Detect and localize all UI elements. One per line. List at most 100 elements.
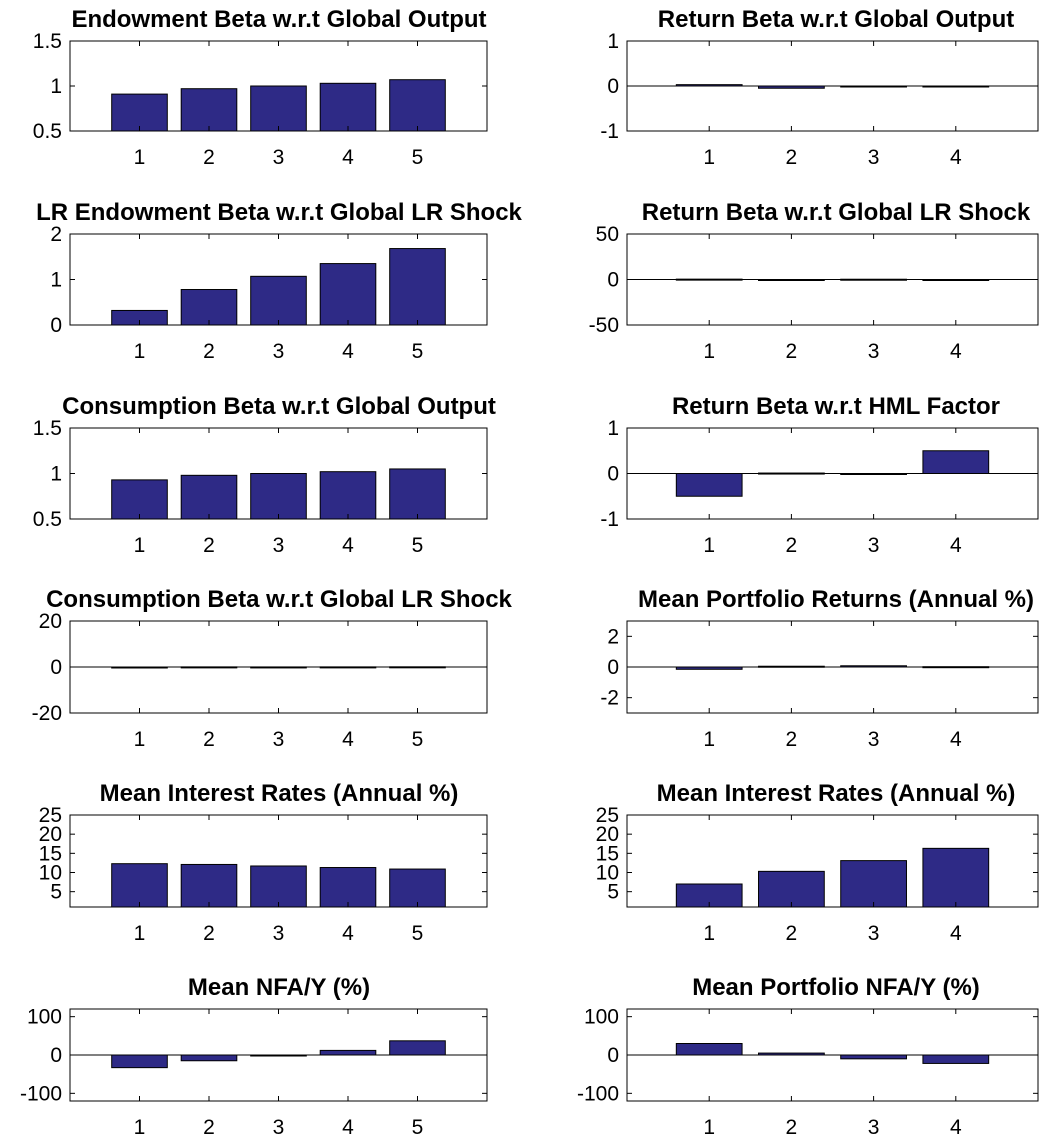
ytick-label: 1 [607, 417, 619, 440]
xtick-label: 5 [412, 1116, 424, 1139]
bar-4 [319, 867, 377, 908]
ytick-label: 100 [27, 1006, 62, 1029]
chart-title: Endowment Beta w.r.t Global Output [71, 6, 486, 33]
xtick-label: 5 [412, 534, 424, 557]
xtick-label: 3 [273, 728, 285, 751]
ytick-label: 50 [596, 223, 619, 246]
ytick-label: 25 [596, 804, 619, 827]
ytick-label: 1 [50, 269, 62, 292]
xtick-label: 2 [786, 534, 798, 557]
xtick-label: 4 [342, 1116, 354, 1139]
ytick-label: 2 [607, 625, 619, 648]
chart-title: LR Endowment Beta w.r.t Global LR Shock [36, 199, 522, 226]
xtick-label: 1 [703, 1116, 715, 1139]
bar-3 [840, 860, 907, 908]
bar-4 [922, 847, 990, 908]
xtick-label: 2 [203, 1116, 215, 1139]
panel-7: Consumption Beta w.r.t Global LR Shock -2… [32, 586, 513, 751]
bar-4 [922, 450, 990, 474]
xtick-label: 3 [868, 922, 880, 945]
ytick-label: 1 [50, 463, 62, 486]
ytick-label: 1.5 [33, 417, 62, 440]
xtick-label: 3 [868, 1116, 880, 1139]
bar-2 [180, 863, 238, 908]
ytick-label: 20 [596, 823, 619, 846]
bar-4 [922, 1054, 990, 1064]
ytick-label: 2 [50, 223, 62, 246]
panel-4: Return Beta w.r.t Global LR Shock -50 0 50 1… [589, 199, 1039, 363]
bar-1 [111, 863, 168, 908]
xtick-label: 1 [134, 1116, 146, 1139]
xtick-label: 4 [342, 146, 354, 169]
xtick-label: 5 [412, 146, 424, 169]
xtick-label: 1 [703, 146, 715, 169]
ytick-label: 0 [607, 656, 619, 679]
xtick-label: 2 [786, 728, 798, 751]
xtick-label: 4 [950, 146, 962, 169]
ytick-label: 0 [50, 1044, 62, 1067]
panel-12: Mean Portfolio NFA/Y (%) -100 0 100 1 2 3 4 [577, 974, 1039, 1139]
bar-2 [180, 289, 238, 326]
ytick-label: 10 [39, 862, 62, 885]
xtick-label: 2 [203, 146, 215, 169]
xtick-label: 3 [273, 1116, 285, 1139]
xtick-label: 4 [342, 728, 354, 751]
bar-4 [319, 82, 377, 132]
chart-title: Return Beta w.r.t HML Factor [672, 393, 1000, 420]
xtick-label: 5 [412, 922, 424, 945]
xtick-label: 5 [412, 728, 424, 751]
ytick-label: 5 [607, 881, 619, 904]
xtick-label: 3 [273, 534, 285, 557]
xtick-label: 4 [950, 922, 962, 945]
xtick-label: 3 [868, 340, 880, 363]
xtick-label: 4 [950, 1116, 962, 1139]
xtick-label: 4 [950, 534, 962, 557]
bar-1 [111, 1054, 168, 1069]
xtick-label: 1 [134, 534, 146, 557]
xtick-label: 3 [868, 534, 880, 557]
bar-5 [389, 1040, 446, 1056]
ytick-label: -2 [600, 687, 619, 710]
chart-title: Mean NFA/Y (%) [188, 974, 370, 1001]
panel-6: Return Beta w.r.t HML Factor -1 0 1 1 2 3 4 [600, 393, 1039, 557]
bar-1 [111, 93, 168, 132]
ytick-label: -20 [32, 702, 62, 725]
bar-3 [840, 1054, 907, 1060]
panel-8: Mean Portfolio Returns (Annual %) -2 0 2 1 2 3… [600, 586, 1039, 751]
ytick-label: -100 [577, 1082, 619, 1105]
axes-box [626, 814, 1039, 908]
ytick-label: 0 [607, 1044, 619, 1067]
xtick-label: 3 [273, 146, 285, 169]
xtick-label: 2 [786, 1116, 798, 1139]
bar-3 [250, 473, 307, 520]
xtick-label: 3 [868, 728, 880, 751]
bar-2 [180, 88, 238, 132]
chart-title: Mean Portfolio Returns (Annual %) [638, 586, 1034, 613]
bar-4 [319, 1049, 377, 1056]
ytick-label: 0.5 [33, 120, 62, 143]
bar-1 [675, 473, 743, 497]
ytick-label: 0 [607, 463, 619, 486]
bar-5 [389, 868, 446, 908]
panel-1: Endowment Beta w.r.t Global Output 0.5 1 1.… [33, 6, 488, 169]
chart-title: Mean Portfolio NFA/Y (%) [692, 974, 980, 1001]
xtick-label: 2 [203, 728, 215, 751]
xtick-label: 3 [868, 146, 880, 169]
ytick-label: 0 [607, 269, 619, 292]
chart-title: Consumption Beta w.r.t Global LR Shock [46, 586, 512, 613]
xtick-label: 2 [203, 340, 215, 363]
panel-3: LR Endowment Beta w.r.t Global LR Shock 0… [36, 199, 522, 363]
bar-3 [250, 275, 307, 326]
ytick-label: 1 [607, 30, 619, 53]
ytick-label: 10 [596, 862, 619, 885]
xtick-label: 1 [703, 728, 715, 751]
panel-2: Return Beta w.r.t Global Output -1 0 1 1 2 3 4 [600, 6, 1039, 169]
bar-5 [389, 248, 446, 326]
ytick-label: -1 [600, 120, 619, 143]
ytick-label: 100 [584, 1006, 619, 1029]
panel-11: Mean NFA/Y (%) -100 0 100 1 2 3 4 5 [20, 974, 488, 1139]
bar-1 [675, 1043, 743, 1056]
ytick-label: 0 [607, 75, 619, 98]
xtick-label: 1 [703, 922, 715, 945]
ytick-label: -100 [20, 1082, 62, 1105]
